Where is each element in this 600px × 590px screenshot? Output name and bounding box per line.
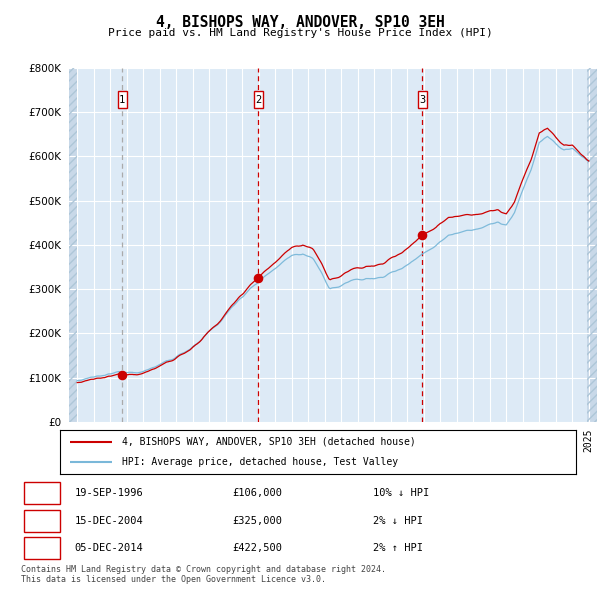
- Text: 2% ↓ HPI: 2% ↓ HPI: [373, 516, 424, 526]
- Text: 05-DEC-2014: 05-DEC-2014: [74, 543, 143, 553]
- Text: 2: 2: [39, 516, 45, 526]
- Text: 1: 1: [119, 95, 125, 104]
- Text: Price paid vs. HM Land Registry's House Price Index (HPI): Price paid vs. HM Land Registry's House …: [107, 28, 493, 38]
- Text: 4, BISHOPS WAY, ANDOVER, SP10 3EH (detached house): 4, BISHOPS WAY, ANDOVER, SP10 3EH (detac…: [122, 437, 416, 447]
- Text: 3: 3: [419, 95, 425, 104]
- Text: £106,000: £106,000: [232, 489, 283, 499]
- FancyBboxPatch shape: [418, 91, 427, 108]
- Text: £422,500: £422,500: [232, 543, 283, 553]
- Point: [418, 230, 427, 240]
- Text: 2: 2: [255, 95, 261, 104]
- FancyBboxPatch shape: [118, 91, 127, 108]
- Text: 15-DEC-2004: 15-DEC-2004: [74, 516, 143, 526]
- Point: [118, 371, 127, 380]
- Point: [253, 273, 263, 283]
- Text: 3: 3: [39, 543, 45, 553]
- Text: HPI: Average price, detached house, Test Valley: HPI: Average price, detached house, Test…: [122, 457, 398, 467]
- FancyBboxPatch shape: [23, 510, 60, 532]
- Text: 2% ↑ HPI: 2% ↑ HPI: [373, 543, 424, 553]
- Text: 10% ↓ HPI: 10% ↓ HPI: [373, 489, 430, 499]
- Text: 19-SEP-1996: 19-SEP-1996: [74, 489, 143, 499]
- FancyBboxPatch shape: [254, 91, 263, 108]
- Text: This data is licensed under the Open Government Licence v3.0.: This data is licensed under the Open Gov…: [21, 575, 326, 584]
- Bar: [69, 68, 77, 422]
- Bar: [587, 68, 597, 422]
- Text: Contains HM Land Registry data © Crown copyright and database right 2024.: Contains HM Land Registry data © Crown c…: [21, 565, 386, 574]
- Text: 4, BISHOPS WAY, ANDOVER, SP10 3EH: 4, BISHOPS WAY, ANDOVER, SP10 3EH: [155, 15, 445, 30]
- Bar: [587, 68, 597, 422]
- Text: 1: 1: [39, 489, 45, 499]
- FancyBboxPatch shape: [23, 537, 60, 559]
- Text: £325,000: £325,000: [232, 516, 283, 526]
- Bar: [69, 68, 77, 422]
- FancyBboxPatch shape: [23, 482, 60, 504]
